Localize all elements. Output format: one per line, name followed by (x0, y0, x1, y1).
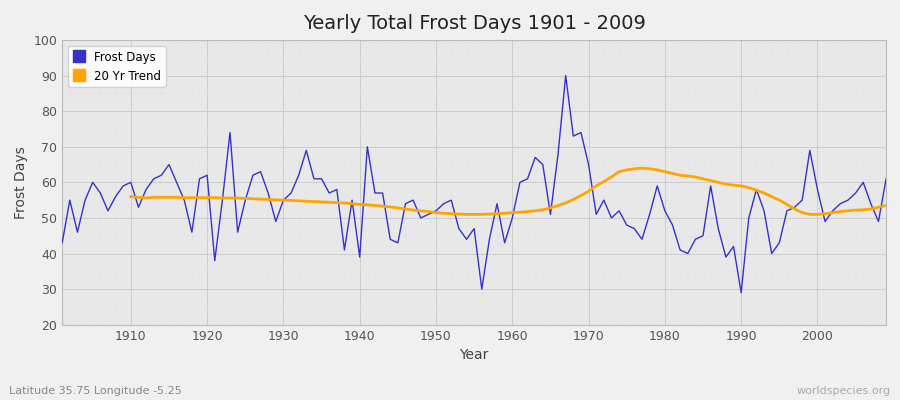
Title: Yearly Total Frost Days 1901 - 2009: Yearly Total Frost Days 1901 - 2009 (302, 14, 645, 33)
X-axis label: Year: Year (460, 348, 489, 362)
Text: Latitude 35.75 Longitude -5.25: Latitude 35.75 Longitude -5.25 (9, 386, 182, 396)
Legend: Frost Days, 20 Yr Trend: Frost Days, 20 Yr Trend (68, 46, 166, 87)
Text: worldspecies.org: worldspecies.org (796, 386, 891, 396)
Y-axis label: Frost Days: Frost Days (14, 146, 28, 219)
